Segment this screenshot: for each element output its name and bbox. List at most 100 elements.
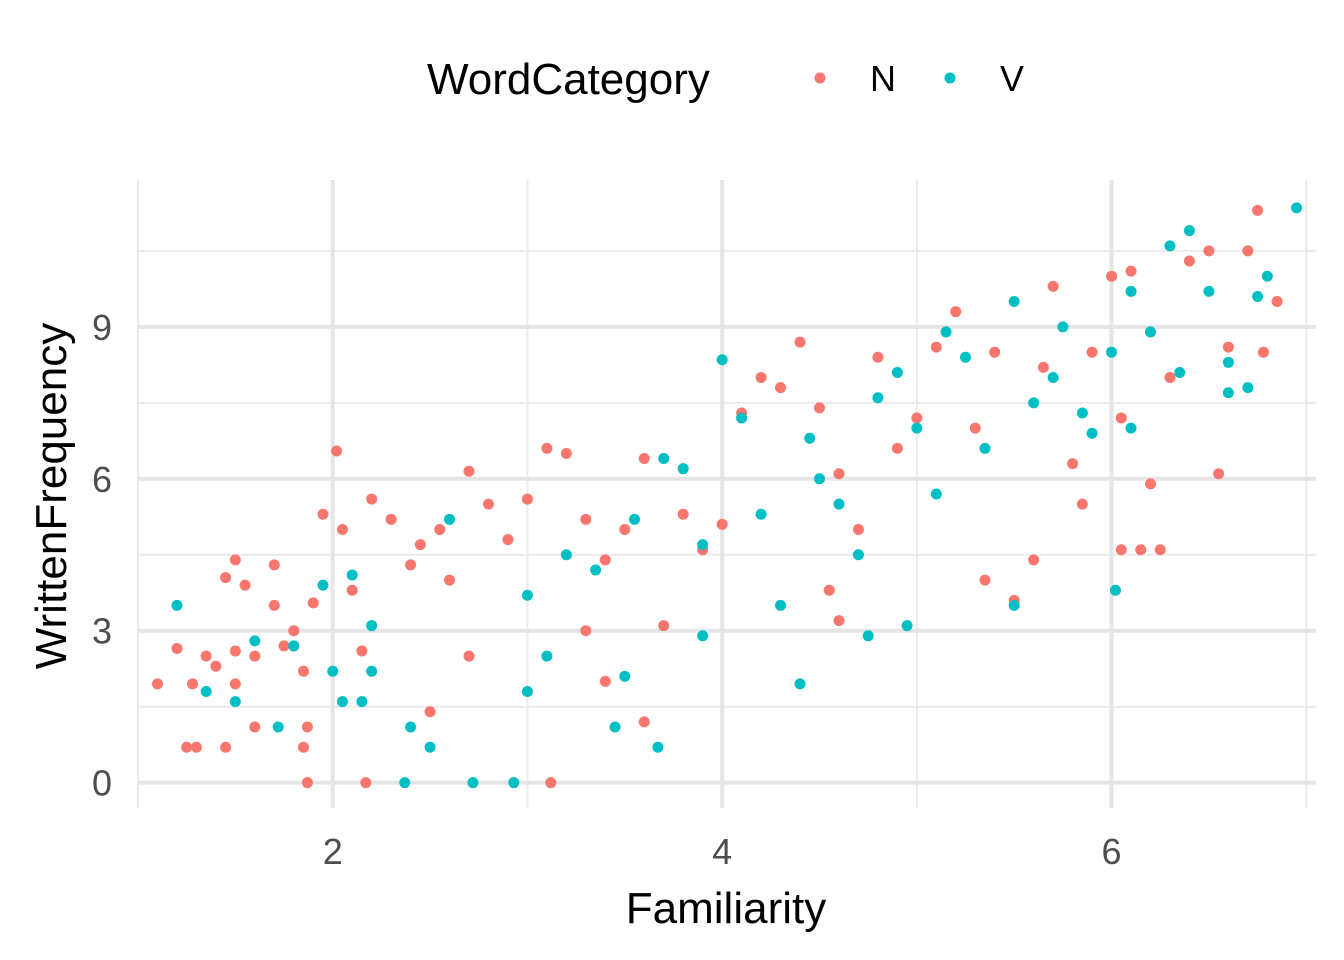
data-point-N bbox=[1271, 296, 1283, 308]
data-point-N bbox=[356, 645, 368, 657]
points-layer bbox=[151, 202, 1303, 789]
data-point-V bbox=[852, 549, 864, 561]
y-tick-label: 9 bbox=[92, 307, 112, 348]
legend-label-N: N bbox=[870, 58, 896, 99]
data-point-N bbox=[852, 523, 864, 535]
data-point-N bbox=[950, 306, 962, 318]
data-point-V bbox=[1008, 296, 1020, 308]
data-point-V bbox=[755, 508, 767, 520]
data-point-V bbox=[629, 513, 641, 525]
data-point-N bbox=[599, 675, 611, 687]
data-point-V bbox=[590, 564, 602, 576]
data-point-N bbox=[331, 445, 343, 457]
data-point-V bbox=[1057, 321, 1069, 333]
data-point-N bbox=[1257, 346, 1269, 358]
data-point-V bbox=[1125, 285, 1137, 297]
data-point-N bbox=[891, 442, 903, 454]
x-tick-label: 2 bbox=[323, 831, 343, 872]
data-point-N bbox=[268, 599, 280, 611]
data-point-N bbox=[1222, 341, 1234, 353]
data-point-V bbox=[508, 777, 520, 789]
data-point-V bbox=[697, 539, 709, 551]
data-point-N bbox=[307, 597, 319, 609]
data-point-V bbox=[521, 686, 533, 698]
data-point-N bbox=[414, 539, 426, 551]
data-point-V bbox=[366, 665, 378, 677]
data-point-N bbox=[541, 442, 553, 454]
data-point-N bbox=[190, 741, 202, 753]
data-point-N bbox=[229, 678, 241, 690]
data-point-N bbox=[268, 559, 280, 571]
data-point-V bbox=[716, 354, 728, 366]
data-point-V bbox=[1109, 584, 1121, 596]
data-point-V bbox=[200, 686, 212, 698]
data-point-N bbox=[288, 625, 300, 637]
x-tick-label: 4 bbox=[712, 831, 732, 872]
data-point-N bbox=[151, 678, 163, 690]
data-point-N bbox=[210, 660, 222, 672]
data-point-N bbox=[385, 513, 397, 525]
legend-key-V bbox=[944, 72, 956, 84]
data-point-N bbox=[1164, 372, 1176, 384]
data-point-N bbox=[989, 346, 1001, 358]
data-point-V bbox=[1174, 366, 1186, 378]
data-point-V bbox=[1125, 422, 1137, 434]
data-point-N bbox=[1047, 280, 1059, 292]
data-point-V bbox=[405, 721, 417, 733]
data-point-V bbox=[833, 498, 845, 510]
data-point-V bbox=[697, 630, 709, 642]
legend: WordCategory N V bbox=[427, 55, 1024, 104]
data-point-V bbox=[652, 741, 664, 753]
data-point-N bbox=[301, 721, 313, 733]
data-point-V bbox=[1242, 382, 1254, 394]
data-point-N bbox=[833, 468, 845, 480]
data-point-V bbox=[891, 366, 903, 378]
data-point-N bbox=[1086, 346, 1098, 358]
data-point-N bbox=[229, 554, 241, 566]
data-point-N bbox=[405, 559, 417, 571]
data-point-V bbox=[424, 741, 436, 753]
data-point-N bbox=[444, 574, 456, 586]
data-point-N bbox=[545, 777, 557, 789]
data-point-V bbox=[249, 635, 261, 647]
data-point-N bbox=[560, 447, 572, 459]
data-point-N bbox=[1154, 544, 1166, 556]
data-point-V bbox=[1164, 240, 1176, 252]
data-point-N bbox=[1037, 361, 1049, 373]
grid-layer bbox=[137, 180, 1316, 808]
data-point-V bbox=[171, 599, 183, 611]
data-point-N bbox=[599, 554, 611, 566]
data-point-V bbox=[930, 488, 942, 500]
data-point-N bbox=[658, 620, 670, 632]
data-point-N bbox=[317, 508, 329, 520]
data-point-N bbox=[716, 518, 728, 530]
data-point-V bbox=[467, 777, 479, 789]
data-point-N bbox=[463, 650, 475, 662]
data-point-N bbox=[301, 777, 313, 789]
data-point-V bbox=[1222, 387, 1234, 399]
legend-label-V: V bbox=[1000, 58, 1024, 99]
data-point-N bbox=[823, 584, 835, 596]
data-point-V bbox=[1076, 407, 1088, 419]
data-point-V bbox=[1183, 225, 1195, 237]
data-point-V bbox=[775, 599, 787, 611]
data-point-V bbox=[872, 392, 884, 404]
data-point-V bbox=[336, 696, 348, 708]
data-point-V bbox=[804, 432, 816, 444]
data-point-N bbox=[1183, 255, 1195, 267]
data-point-N bbox=[1067, 458, 1079, 470]
data-point-V bbox=[288, 640, 300, 652]
data-point-N bbox=[969, 422, 981, 434]
x-tick-label: 6 bbox=[1102, 831, 1122, 872]
y-tick-label: 6 bbox=[92, 459, 112, 500]
data-point-N bbox=[1252, 204, 1264, 216]
data-point-N bbox=[755, 372, 767, 384]
data-point-N bbox=[580, 625, 592, 637]
data-point-N bbox=[1028, 554, 1040, 566]
data-point-N bbox=[930, 341, 942, 353]
data-point-V bbox=[979, 442, 991, 454]
data-point-V bbox=[521, 589, 533, 601]
data-point-N bbox=[794, 336, 806, 348]
